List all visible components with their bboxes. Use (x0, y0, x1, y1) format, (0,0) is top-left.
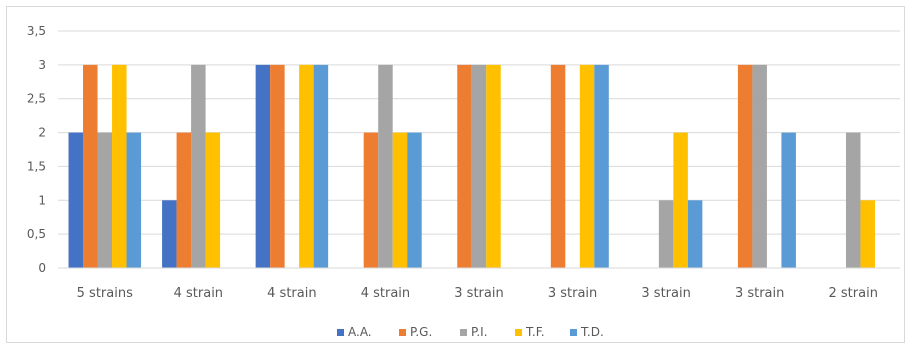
bar (270, 64, 285, 268)
y-tick-label: 2,5 (27, 92, 46, 106)
x-tick-label: 5 strains (77, 286, 133, 301)
bar (378, 64, 393, 268)
bar (392, 132, 408, 268)
x-tick-label: 3 strain (454, 286, 503, 301)
legend-label: P.I. (471, 325, 488, 339)
bar (162, 200, 177, 268)
chart-frame (6, 6, 905, 343)
legend-item: P.G. (399, 325, 432, 339)
x-tick-label: 2 strain (829, 286, 878, 301)
bar (97, 132, 113, 268)
bar (68, 132, 84, 268)
legend-item: T.F. (515, 325, 545, 339)
bar (407, 132, 422, 268)
legend-label: P.G. (410, 325, 432, 339)
y-tick-label: 1 (38, 193, 46, 207)
bar (486, 64, 501, 268)
legend-swatch (460, 329, 467, 336)
legend-swatch (570, 329, 577, 336)
bar (673, 132, 688, 268)
bar (658, 200, 674, 268)
bar (471, 64, 487, 268)
bar (255, 64, 271, 268)
bar (860, 200, 875, 268)
bar (457, 64, 472, 268)
x-tick-label: 4 strain (361, 286, 410, 301)
legend-label: T.D. (580, 325, 604, 339)
legend: A.A. P.G. P.I. T.F. T.D. (337, 325, 604, 339)
bar (550, 64, 566, 268)
bar (781, 132, 796, 268)
bar (191, 64, 206, 268)
bar (594, 64, 609, 268)
x-axis: 5 strains 4 strain 4 strain 4 strain 3 strai… (58, 267, 900, 301)
bar (363, 132, 379, 268)
bar (313, 64, 329, 268)
bar (752, 64, 767, 268)
y-tick-label: 0,5 (27, 227, 46, 241)
x-tick-label: 3 strain (735, 286, 784, 301)
legend-item: A.A. (337, 325, 372, 339)
bar (83, 64, 98, 268)
bars (68, 64, 875, 268)
y-tick-label: 1,5 (27, 159, 46, 173)
bar (737, 64, 753, 268)
bar (299, 64, 314, 268)
bar (579, 64, 595, 268)
legend-swatch (337, 329, 344, 336)
bar (687, 200, 703, 268)
x-tick-label: 3 strain (548, 286, 597, 301)
bar (176, 132, 192, 268)
bar (205, 132, 221, 268)
legend-swatch (399, 329, 406, 336)
y-tick-label: 3,5 (27, 24, 46, 38)
legend-item: T.D. (570, 325, 604, 339)
bar (112, 64, 127, 268)
y-tick-label: 0 (38, 261, 46, 275)
bar (126, 132, 142, 268)
legend-swatch (515, 329, 522, 336)
x-tick-label: 4 strain (267, 286, 316, 301)
bar (845, 132, 861, 268)
legend-label: T.F. (525, 325, 545, 339)
y-tick-label: 2 (38, 126, 46, 140)
legend-label: A.A. (348, 325, 372, 339)
x-tick-label: 3 strain (641, 286, 690, 301)
y-tick-label: 3 (38, 58, 46, 72)
y-axis: 0 0,5 1 1,5 2 2,5 3 3,5 (27, 24, 46, 275)
legend-item: P.I. (460, 325, 488, 339)
x-tick-label: 4 strain (174, 286, 223, 301)
